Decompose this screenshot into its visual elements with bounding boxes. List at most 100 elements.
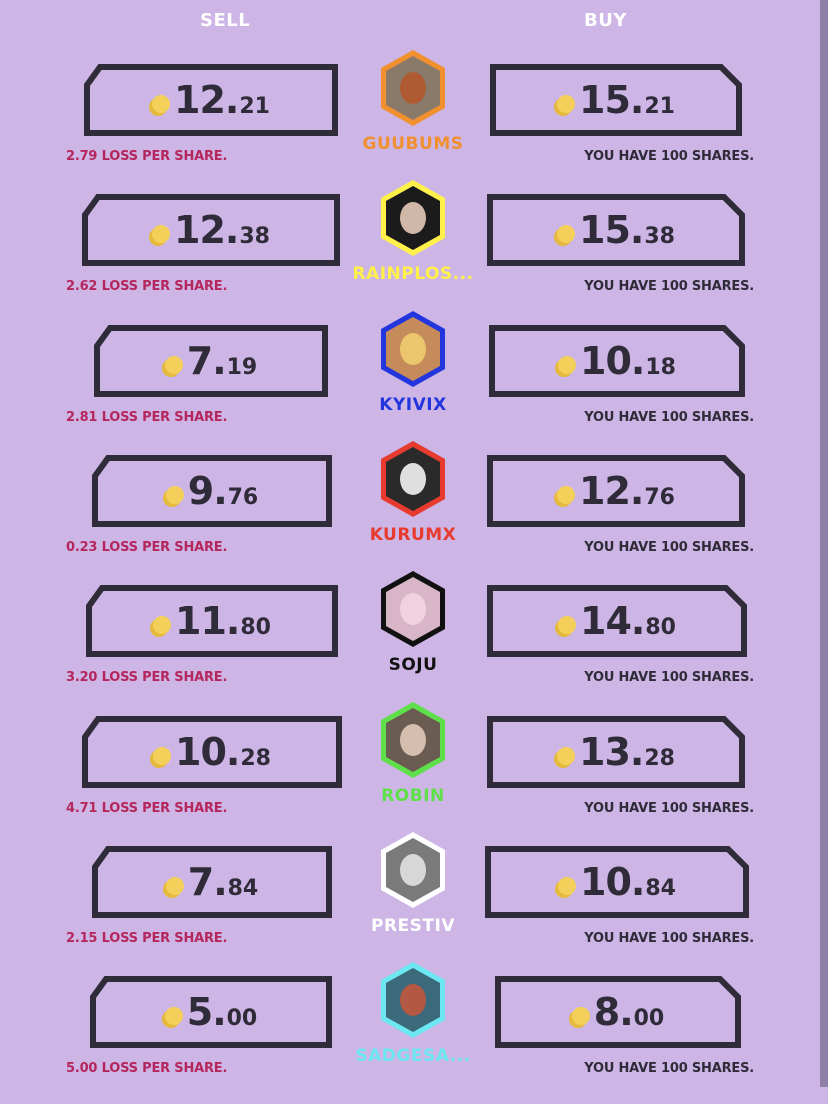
coin-icon xyxy=(153,747,172,765)
coin-icon xyxy=(571,1007,590,1025)
avatar-icon[interactable] xyxy=(378,960,448,1040)
decimal-point: . xyxy=(629,730,645,774)
trader-name[interactable]: GUUBUMS xyxy=(362,134,464,154)
buy-button[interactable]: 10. 84 xyxy=(483,844,751,920)
coin-icon xyxy=(557,747,576,765)
coin-icon xyxy=(558,616,577,634)
trader-row: 12. 21 GUUBUMS 15. 21 2.79 LOSS PER SHARE.… xyxy=(0,50,820,192)
coin-icon xyxy=(558,356,577,374)
avatar-icon[interactable] xyxy=(378,178,448,258)
scrollbar[interactable] xyxy=(820,0,828,1087)
sell-price-dec: 28 xyxy=(240,745,271,771)
loss-per-share-text: 4.71 LOSS PER SHARE. xyxy=(66,801,228,816)
sell-button[interactable]: 11. 80 xyxy=(84,583,340,659)
avatar-icon[interactable] xyxy=(378,48,448,128)
coin-icon xyxy=(152,95,171,113)
shares-owned-text: YOU HAVE 100 SHARES. xyxy=(584,670,754,685)
decimal-point: . xyxy=(225,730,241,774)
decimal-point: . xyxy=(630,860,646,904)
buy-button[interactable]: 8. 00 xyxy=(493,974,743,1050)
trader-name[interactable]: SOJU xyxy=(388,655,438,675)
sell-button[interactable]: 10. 28 xyxy=(80,714,344,790)
sell-price-int: 9 xyxy=(187,469,214,513)
buy-price-dec: 18 xyxy=(645,354,676,380)
sell-button[interactable]: 7. 84 xyxy=(90,844,334,920)
coin-icon xyxy=(165,486,184,504)
trader-name[interactable]: KYIVIX xyxy=(379,395,447,415)
sell-button[interactable]: 9. 76 xyxy=(90,453,334,529)
buy-price-dec: 21 xyxy=(644,93,675,119)
sell-button[interactable]: 7. 19 xyxy=(92,323,330,399)
shares-owned-text: YOU HAVE 100 SHARES. xyxy=(584,801,754,816)
loss-per-share-text: 5.00 LOSS PER SHARE. xyxy=(66,1061,228,1076)
buy-price-dec: 00 xyxy=(633,1005,665,1031)
sell-price-dec: 76 xyxy=(227,484,259,510)
decimal-point: . xyxy=(629,78,645,122)
buy-button[interactable]: 14. 80 xyxy=(485,583,749,659)
trader-name[interactable]: RAINPLOS... xyxy=(352,264,474,284)
buy-price-int: 12 xyxy=(579,469,631,513)
avatar-icon[interactable] xyxy=(378,830,448,910)
coin-icon xyxy=(557,225,576,243)
buy-button[interactable]: 15. 21 xyxy=(488,62,744,138)
decimal-point: . xyxy=(224,208,240,252)
decimal-point: . xyxy=(212,990,227,1034)
trader-row: 9. 76 KURUMX 12. 76 0.23 LOSS PER SHARE. Y… xyxy=(0,441,820,583)
sell-price-dec: 38 xyxy=(239,223,270,249)
sell-price-int: 10 xyxy=(175,730,227,774)
buy-button[interactable]: 13. 28 xyxy=(485,714,747,790)
sell-price-dec: 84 xyxy=(227,875,259,901)
sell-price-int: 12 xyxy=(174,208,226,252)
buy-button[interactable]: 15. 38 xyxy=(485,192,747,268)
coin-icon xyxy=(153,616,172,634)
loss-per-share-text: 2.81 LOSS PER SHARE. xyxy=(66,410,228,425)
buy-price-int: 10 xyxy=(580,339,632,383)
decimal-point: . xyxy=(630,599,646,643)
avatar-icon[interactable] xyxy=(378,569,448,649)
sell-price-int: 7 xyxy=(186,339,213,383)
buy-price-int: 14 xyxy=(580,599,632,643)
buy-price-dec: 28 xyxy=(644,745,675,771)
coin-icon xyxy=(557,95,576,113)
buy-price-int: 13 xyxy=(579,730,631,774)
avatar-icon[interactable] xyxy=(378,439,448,519)
buy-price-int: 10 xyxy=(580,860,632,904)
buy-price-int: 15 xyxy=(579,78,631,122)
decimal-point: . xyxy=(629,208,645,252)
sell-button[interactable]: 12. 21 xyxy=(82,62,340,138)
avatar-icon[interactable] xyxy=(378,309,448,389)
sell-price-dec: 21 xyxy=(239,93,270,119)
shares-owned-text: YOU HAVE 100 SHARES. xyxy=(584,149,754,164)
decimal-point: . xyxy=(213,860,228,904)
trader-name[interactable]: ROBIN xyxy=(381,786,445,806)
sell-price-dec: 19 xyxy=(226,354,258,380)
sell-button[interactable]: 5. 00 xyxy=(88,974,334,1050)
buy-button[interactable]: 10. 18 xyxy=(487,323,747,399)
decimal-point: . xyxy=(224,78,240,122)
trader-name[interactable]: PRESTIV xyxy=(371,916,455,936)
decimal-point: . xyxy=(225,599,241,643)
trader-row: 10. 28 ROBIN 13. 28 4.71 LOSS PER SHARE. Y… xyxy=(0,702,820,844)
buy-price-dec: 76 xyxy=(644,484,675,510)
loss-per-share-text: 3.20 LOSS PER SHARE. xyxy=(66,670,228,685)
avatar-icon[interactable] xyxy=(378,700,448,780)
buy-price-int: 15 xyxy=(579,208,631,252)
decimal-point: . xyxy=(212,339,227,383)
sell-price-int: 11 xyxy=(175,599,227,643)
loss-per-share-text: 2.15 LOSS PER SHARE. xyxy=(66,931,228,946)
decimal-point: . xyxy=(213,469,228,513)
trader-row: 5. 00 SADGESA... 8. 00 5.00 LOSS PER SHARE… xyxy=(0,962,820,1104)
trader-name[interactable]: SADGESA... xyxy=(355,1046,471,1066)
decimal-point: . xyxy=(629,469,645,513)
sell-price-int: 5 xyxy=(186,990,213,1034)
trader-row: 12. 38 RAINPLOS... 15. 38 2.62 LOSS PER SH… xyxy=(0,180,820,322)
sell-header: SELL xyxy=(200,10,251,31)
buy-button[interactable]: 12. 76 xyxy=(485,453,747,529)
shares-owned-text: YOU HAVE 100 SHARES. xyxy=(584,1061,754,1076)
coin-icon xyxy=(165,877,184,895)
coin-icon xyxy=(152,225,171,243)
sell-price-dec: 00 xyxy=(226,1005,258,1031)
buy-header: BUY xyxy=(584,10,627,31)
sell-button[interactable]: 12. 38 xyxy=(80,192,342,268)
trader-name[interactable]: KURUMX xyxy=(369,525,457,545)
